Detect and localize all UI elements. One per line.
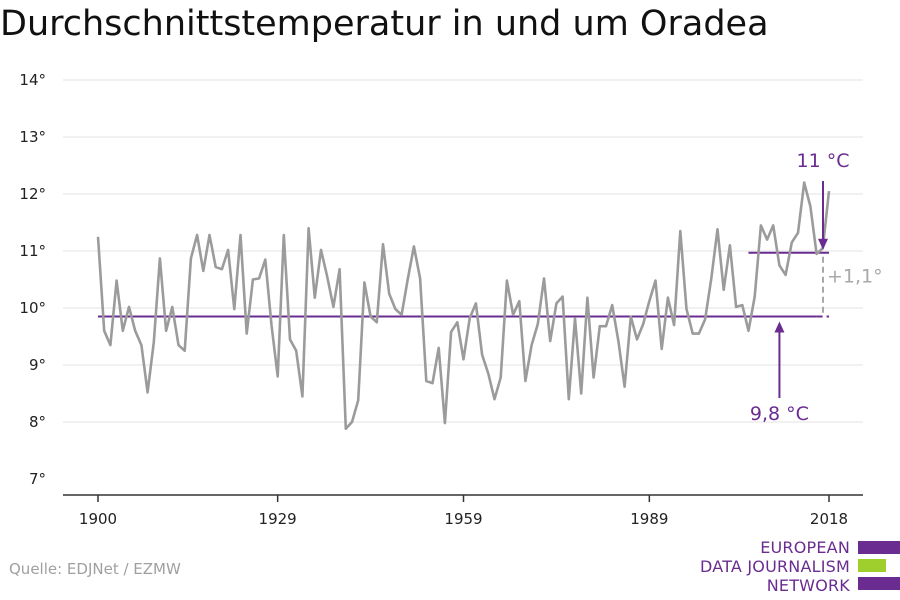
logo-text-line-3: NETWORK (766, 576, 850, 595)
baseline-arrow-head (774, 321, 785, 333)
y-tick-label: 13° (19, 128, 46, 146)
y-tick-label: 8° (29, 413, 46, 431)
temperature-line (96, 181, 831, 431)
chart-title: Durchschnittstemperatur in und um Oradea (0, 4, 769, 44)
grid-lines (63, 79, 863, 423)
baseline-label: 9,8 °C (750, 403, 809, 425)
y-tick-label: 7° (29, 470, 46, 488)
y-tick-label: 12° (19, 185, 46, 203)
temperature-series (96, 181, 831, 431)
recent-label: 11 °C (797, 150, 850, 172)
logo-text-line-2: DATA JOURNALISM (700, 557, 850, 576)
edjnet-logo: EUROPEAN DATA JOURNALISM NETWORK (700, 538, 900, 600)
reference-lines (98, 251, 829, 318)
source-note: Quelle: EDJNet / EZMW (9, 560, 181, 578)
difference-label: +1,1° (827, 265, 883, 287)
logo-bar-middle (858, 559, 886, 572)
x-tick-label: 1900 (79, 510, 117, 528)
recent-arrow-head (818, 238, 828, 250)
y-tick-labels: 7° 8° 9° 10° 11° 12° 13° 14° (19, 71, 46, 488)
y-tick-label: 10° (19, 299, 46, 317)
x-axis: 1900 1929 1959 1989 2018 (63, 494, 863, 528)
logo-bar-bottom (858, 577, 900, 590)
x-tick-label: 2018 (810, 510, 848, 528)
logo-bar-top (858, 541, 900, 554)
x-tick-label: 1989 (630, 510, 668, 528)
y-tick-label: 9° (29, 356, 46, 374)
y-tick-label: 14° (19, 71, 46, 89)
x-tick-label: 1959 (444, 510, 482, 528)
x-tick-label: 1929 (259, 510, 297, 528)
y-tick-label: 11° (19, 242, 46, 260)
logo-text-line-1: EUROPEAN (760, 538, 850, 557)
annotations: +1,1° 9,8 °C 11 °C (750, 150, 883, 425)
